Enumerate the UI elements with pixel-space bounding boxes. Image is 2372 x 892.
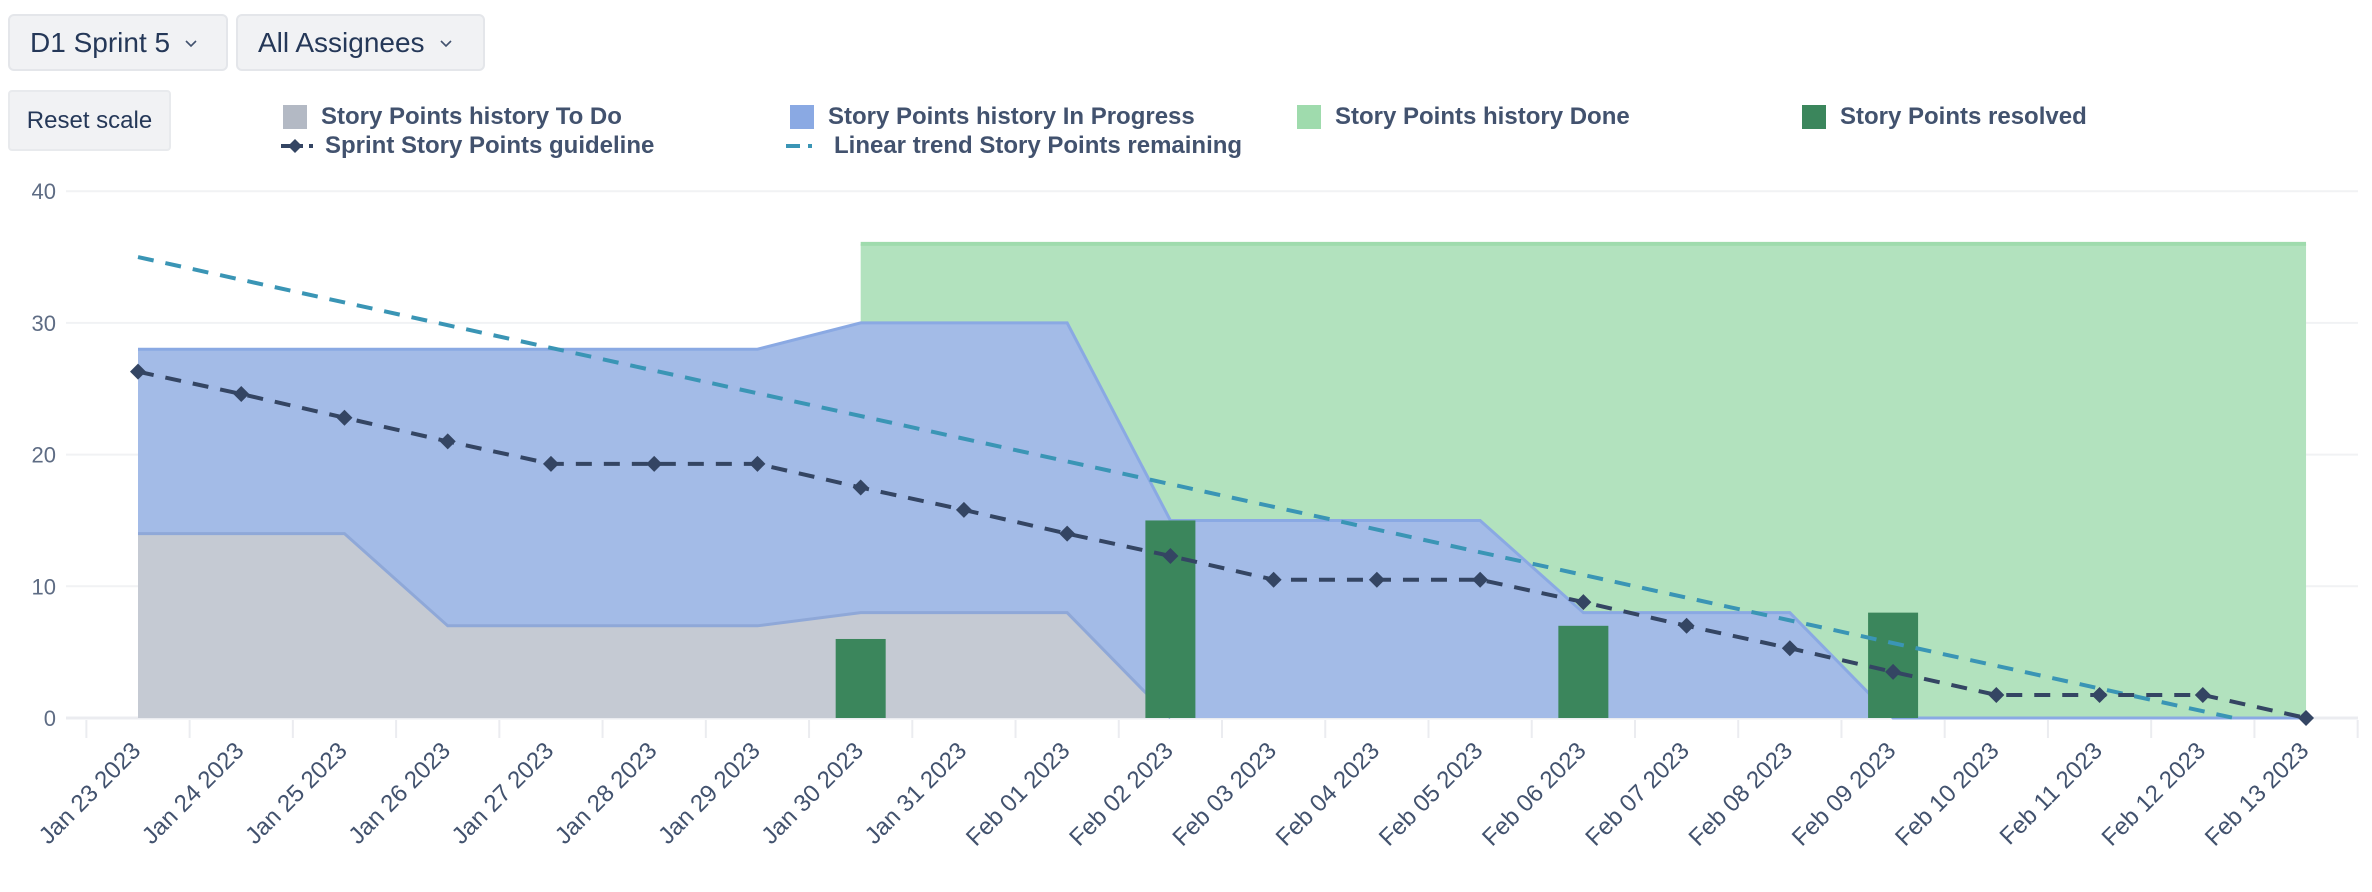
lines bbox=[130, 255, 2315, 726]
guideline-line bbox=[137, 369, 2307, 720]
guideline-point bbox=[1265, 571, 1282, 588]
x-tick-label: Feb 11 2023 bbox=[1995, 737, 2108, 850]
y-tick-label: 40 bbox=[32, 179, 56, 204]
x-tick-label: Feb 13 2023 bbox=[2200, 737, 2314, 851]
legend-item-done[interactable]: Story Points history Done bbox=[1297, 103, 1630, 131]
x-tick-label: Feb 12 2023 bbox=[2097, 737, 2211, 851]
x-tick-label: Feb 04 2023 bbox=[1271, 737, 1385, 851]
x-tick-label: Jan 28 2023 bbox=[550, 737, 663, 850]
x-tick-label: Feb 08 2023 bbox=[1684, 737, 1798, 851]
guideline-point bbox=[1162, 548, 1179, 565]
assignee-select-label: All Assignees bbox=[258, 26, 425, 58]
legend-swatch-in-progress bbox=[790, 105, 814, 129]
guideline-point bbox=[130, 363, 146, 380]
x-tick-label: Feb 09 2023 bbox=[1787, 737, 1901, 851]
chevron-down-icon bbox=[185, 39, 197, 47]
legend-label: Story Points history To Do bbox=[321, 103, 622, 130]
guideline-point bbox=[1988, 686, 2005, 703]
resolved-bar bbox=[1558, 625, 1609, 718]
legend-item-in-progress[interactable]: Story Points history In Progress bbox=[790, 103, 1195, 131]
guideline-point bbox=[2298, 710, 2315, 726]
x-tick-label: Feb 03 2023 bbox=[1167, 737, 1281, 851]
legend-swatch-done bbox=[1297, 105, 1321, 129]
y-tick-label: 30 bbox=[32, 311, 56, 336]
y-tick-label: 20 bbox=[32, 443, 56, 468]
guideline-point bbox=[1678, 617, 1695, 634]
legend-item-todo[interactable]: Story Points history To Do bbox=[283, 103, 622, 131]
legend-label: Story Points history In Progress bbox=[828, 103, 1195, 130]
sprint-select[interactable]: D1 Sprint 5 bbox=[8, 14, 228, 71]
chevron-down-icon bbox=[439, 39, 452, 47]
x-tick-label: Feb 01 2023 bbox=[961, 737, 1075, 851]
legend-item-guideline[interactable]: Sprint Story Points guideline bbox=[281, 132, 654, 160]
legend-swatch-resolved bbox=[1802, 105, 1826, 129]
resolved-bars bbox=[835, 520, 1919, 718]
legend-swatch-todo bbox=[283, 105, 307, 129]
legend-item-resolved[interactable]: Story Points resolved bbox=[1802, 103, 2087, 131]
resolved-bar bbox=[835, 638, 886, 718]
guideline-point bbox=[749, 455, 766, 472]
guideline-point bbox=[1368, 571, 1385, 588]
x-tick-label: Jan 29 2023 bbox=[653, 737, 766, 850]
x-tick-label: Feb 05 2023 bbox=[1374, 737, 1488, 851]
x-tick-label: Jan 27 2023 bbox=[447, 737, 560, 850]
guideline-point bbox=[1781, 640, 1798, 657]
assignee-select[interactable]: All Assignees bbox=[236, 14, 485, 71]
legend-label: Linear trend Story Points remaining bbox=[834, 132, 1243, 159]
guideline-point bbox=[1059, 525, 1076, 542]
guideline-point bbox=[955, 501, 972, 518]
guideline-point bbox=[1575, 594, 1592, 611]
in-progress-area-edge bbox=[138, 321, 2307, 720]
legend-label: Story Points resolved bbox=[1840, 103, 2087, 130]
y-axis: 0 10 20 30 40 bbox=[32, 179, 56, 731]
x-tick-label: Jan 26 2023 bbox=[343, 737, 456, 850]
x-tick-label: Feb 02 2023 bbox=[1064, 737, 1178, 851]
x-tick-label: Jan 30 2023 bbox=[756, 737, 869, 850]
diamond-line-icon bbox=[281, 139, 313, 153]
x-tick-label: Jan 31 2023 bbox=[860, 737, 973, 850]
x-tick-label: Feb 06 2023 bbox=[1477, 737, 1591, 851]
y-tick-label: 0 bbox=[44, 706, 56, 731]
trend-line bbox=[137, 255, 2235, 720]
x-tick-label: Jan 23 2023 bbox=[34, 737, 147, 850]
legend-label: Sprint Story Points guideline bbox=[325, 132, 655, 159]
legend-item-trend[interactable]: Linear trend Story Points remaining bbox=[786, 132, 1242, 160]
guideline-point bbox=[1472, 571, 1489, 588]
guideline-point bbox=[439, 433, 456, 450]
y-tick-label: 10 bbox=[32, 574, 56, 599]
guideline-point bbox=[233, 386, 250, 403]
guideline-point bbox=[336, 409, 353, 426]
guideline-point bbox=[542, 455, 559, 472]
x-tick-label: Jan 25 2023 bbox=[240, 737, 353, 850]
legend-label: Story Points history Done bbox=[1335, 103, 1630, 130]
reset-scale-button[interactable]: Reset scale bbox=[8, 90, 171, 151]
sprint-select-label: D1 Sprint 5 bbox=[30, 26, 171, 58]
done-area bbox=[860, 243, 2307, 718]
stacked-areas bbox=[138, 241, 2307, 720]
x-tick-label: Feb 07 2023 bbox=[1580, 737, 1694, 851]
guideline-point bbox=[852, 479, 869, 496]
x-tick-label: Feb 10 2023 bbox=[1890, 737, 2004, 851]
todo-area bbox=[138, 533, 2307, 718]
dashed-line-icon bbox=[786, 144, 812, 148]
todo-area-edge bbox=[138, 532, 1172, 720]
guideline-point bbox=[2091, 686, 2108, 703]
guideline-point bbox=[1885, 663, 1902, 680]
guideline-point bbox=[2194, 686, 2211, 703]
guideline-point bbox=[646, 455, 663, 472]
x-tick-label: Jan 24 2023 bbox=[137, 737, 250, 850]
